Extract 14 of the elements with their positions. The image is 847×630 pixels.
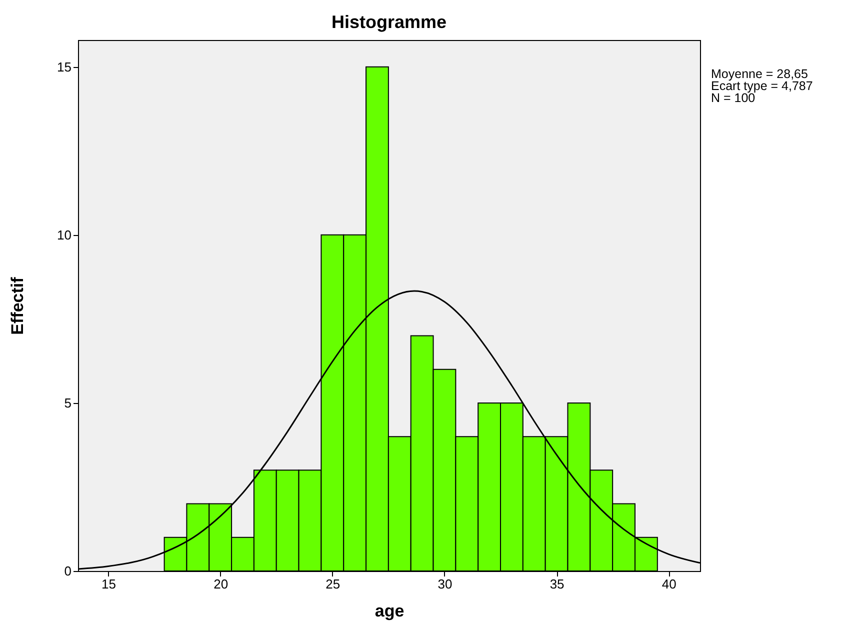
y-tick-label: 10 <box>57 227 72 242</box>
x-tick-label: 40 <box>662 576 676 592</box>
x-tick-label: 30 <box>438 576 452 592</box>
y-tick-label: 5 <box>64 395 72 410</box>
text: Moyenne = 28,65 <box>711 67 809 81</box>
y-tick-label: 15 <box>57 59 72 74</box>
chart-title: Histogramme <box>331 12 447 32</box>
x-tick-label: 25 <box>326 576 340 592</box>
x-axis-title: age <box>374 602 404 620</box>
x-tick-label: 35 <box>550 576 564 592</box>
y-axis-title: Effectif <box>8 276 28 335</box>
x-tick-label: 15 <box>102 576 116 592</box>
x-tick-label: 20 <box>214 576 228 592</box>
y-tick-label: 0 <box>64 564 72 578</box>
